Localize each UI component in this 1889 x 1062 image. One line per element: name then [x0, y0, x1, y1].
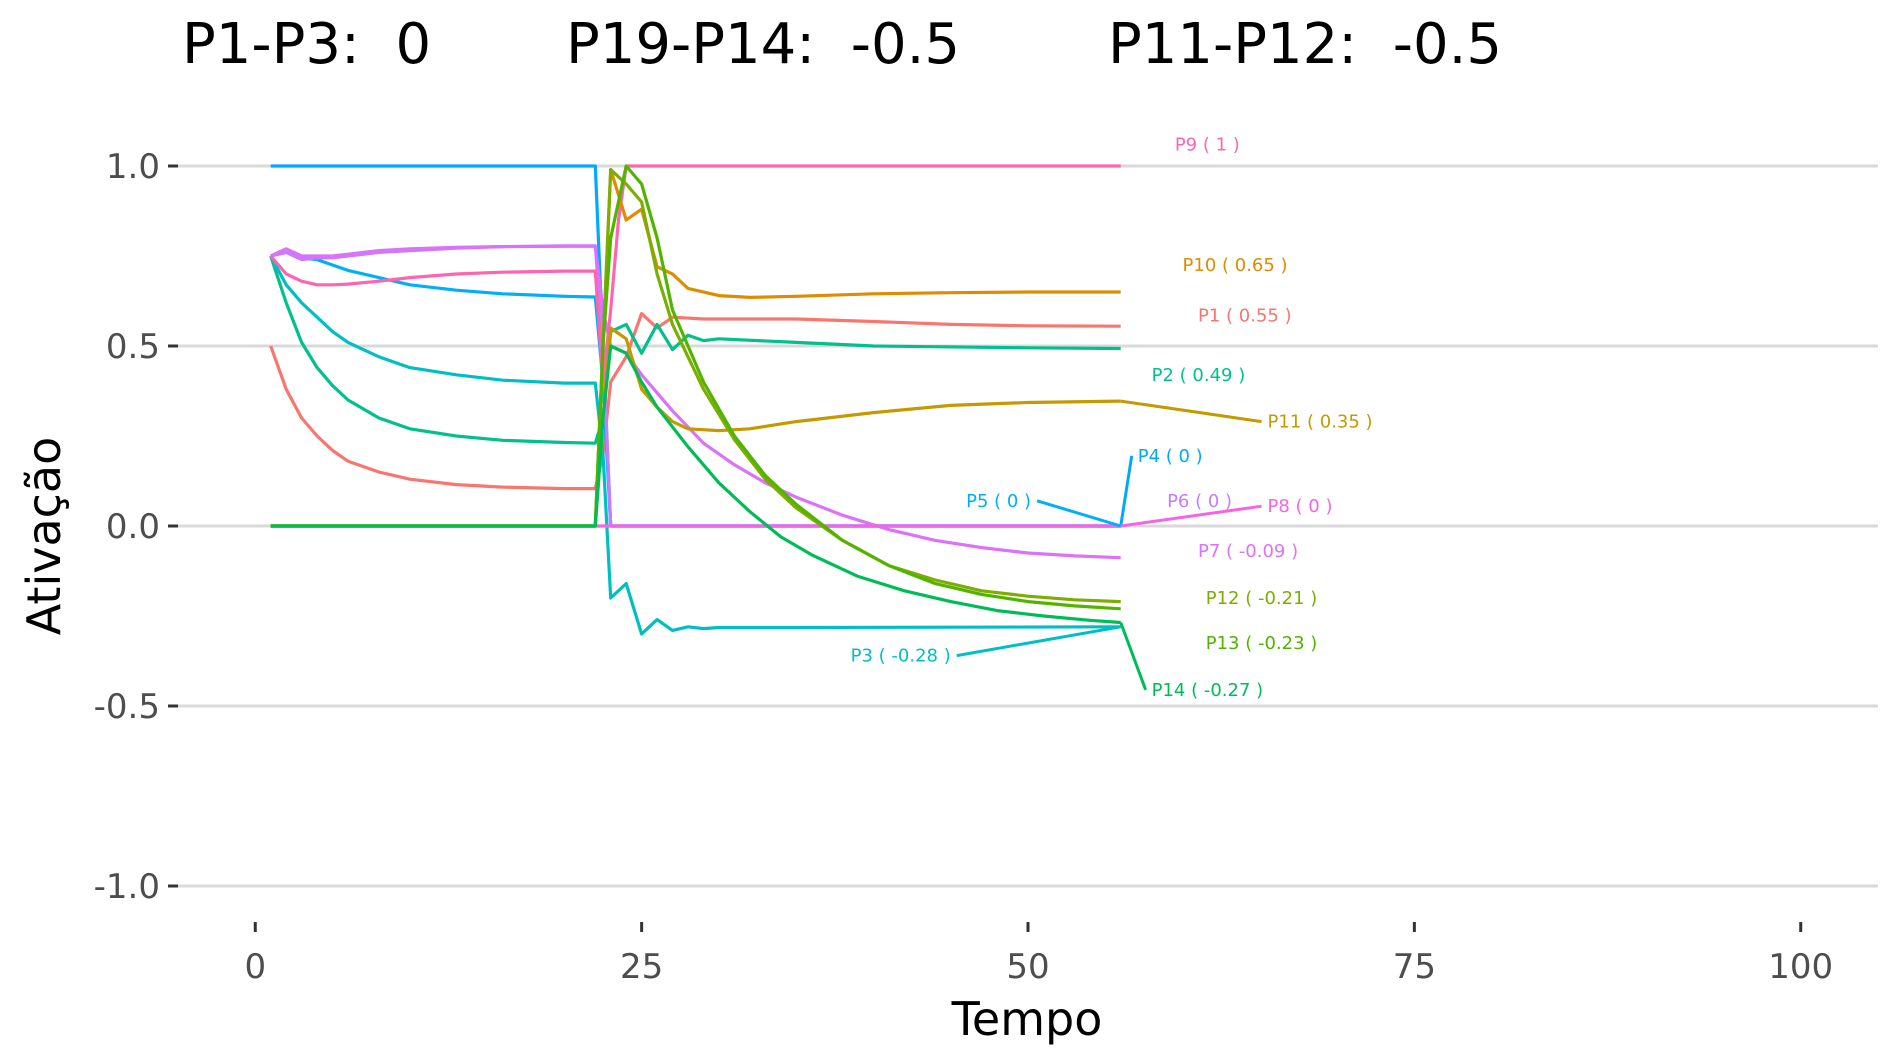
label-connector-p5 [1036, 499, 1122, 528]
y-tick-label: 1.0 [106, 147, 160, 187]
y-tick-label: -1.0 [94, 867, 160, 907]
series-line-p9 [269, 164, 1121, 384]
x-axis-title: Tempo [951, 992, 1103, 1046]
x-tick-label: 75 [1393, 947, 1436, 987]
series-labels: P1 ( 0.55 ) P2 ( 0.49 ) P3 ( -0.28 ) P4 ( 0… [851, 134, 1373, 700]
series-label-p5: P5 ( 0 ) [966, 491, 1031, 512]
y-tick-label: 0.5 [106, 327, 160, 367]
label-connector-p4 [1119, 455, 1134, 527]
series-label-p7: P7 ( -0.09 ) [1198, 541, 1298, 562]
y-tick-label: -0.5 [94, 687, 160, 727]
label-connectors [956, 399, 1262, 691]
series-lines [269, 164, 1121, 636]
series-line-p12 [270, 168, 1121, 604]
series-line-p2 [269, 255, 1121, 445]
series-label-p11: P11 ( 0.35 ) [1268, 412, 1373, 433]
series-label-p14: P14 ( -0.27 ) [1152, 680, 1264, 701]
series-label-p2: P2 ( 0.49 ) [1152, 365, 1246, 386]
x-tick-label: 100 [1768, 947, 1833, 987]
label-connector-p11 [1120, 399, 1262, 424]
series-line-p13 [270, 164, 1121, 611]
chart-title-part-1: P1-P3: 0 [182, 12, 432, 77]
label-connector-p3 [956, 625, 1121, 658]
label-connector-p8 [1120, 504, 1262, 528]
series-label-p9: P9 ( 1 ) [1175, 134, 1240, 155]
y-tick-label: 0.0 [106, 507, 160, 547]
x-tick-label: 25 [620, 947, 663, 987]
series-label-p1: P1 ( 0.55 ) [1198, 305, 1292, 326]
series-line-p1 [269, 312, 1121, 491]
chart-title-part-3: P11-P12: -0.5 [1108, 12, 1502, 77]
y-axis-title: Ativação [17, 437, 71, 636]
chart-title-part-2: P19-P14: -0.5 [566, 12, 960, 77]
series-line-p6 [270, 244, 1121, 528]
series-label-p12: P12 ( -0.21 ) [1206, 588, 1318, 609]
axis-ticks: 1.0 0.5 0.0 -0.5 -1.0 0 25 50 75 100 [94, 147, 1834, 987]
x-tick-label: 0 [244, 947, 266, 987]
series-label-p13: P13 ( -0.23 ) [1206, 633, 1318, 654]
series-line-p14 [270, 344, 1121, 625]
series-label-p6: P6 ( 0 ) [1167, 491, 1232, 512]
series-label-p8: P8 ( 0 ) [1268, 496, 1333, 517]
series-label-p4: P4 ( 0 ) [1138, 446, 1203, 467]
series-line-p3 [269, 255, 1121, 636]
label-connector-p14 [1119, 621, 1148, 691]
series-label-p10: P10 ( 0.65 ) [1183, 255, 1288, 276]
x-tick-label: 50 [1006, 947, 1049, 987]
series-label-p3: P3 ( -0.28 ) [851, 646, 951, 667]
